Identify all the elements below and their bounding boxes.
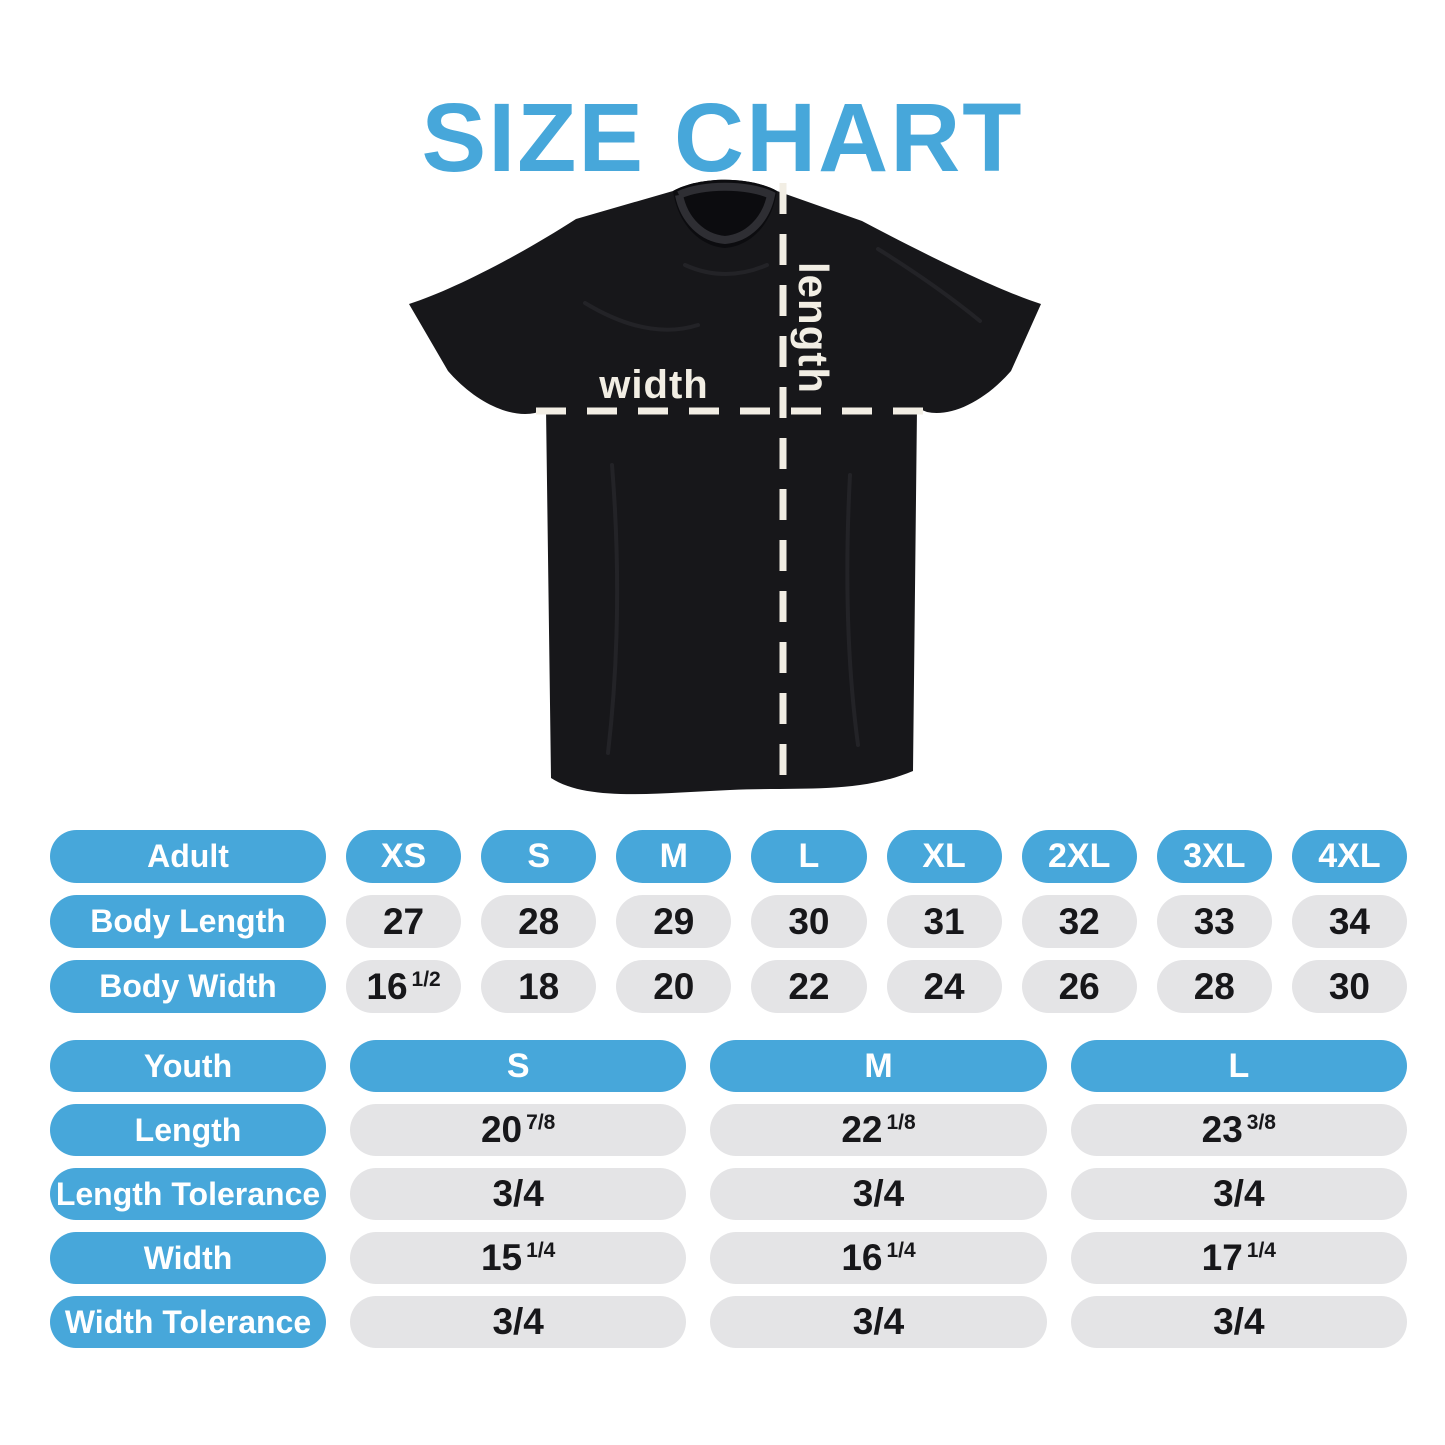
size-value-cell: 3/4	[350, 1168, 687, 1220]
value-main: 32	[1058, 900, 1100, 942]
value-main: 22	[788, 965, 830, 1007]
size-header-pill: XL	[886, 830, 1002, 883]
size-value-cell: 15 1/4	[350, 1232, 687, 1284]
value-fraction: 7/8	[526, 1111, 556, 1134]
size-header-pill: XS	[346, 830, 462, 883]
value-main: 33	[1193, 900, 1235, 942]
size-value-cell: 3/4	[1070, 1168, 1407, 1220]
value-main: 26	[1058, 965, 1100, 1007]
size-value-cell: 30	[751, 895, 867, 948]
size-value-cell: 34	[1291, 895, 1407, 948]
row-label-pill: Width	[50, 1232, 326, 1284]
value-main: 34	[1328, 900, 1371, 942]
value-fraction: 1/2	[411, 967, 441, 991]
fabric-fold	[876, 247, 982, 323]
value-fraction: 1/4	[1246, 1239, 1276, 1262]
collar-rib	[675, 182, 776, 245]
row-label-pill: Length Tolerance	[50, 1168, 326, 1220]
value-main: 29	[653, 900, 695, 942]
size-value-cell: 20 7/8	[350, 1104, 687, 1156]
value-main: 16	[366, 965, 408, 1007]
value-main: 28	[1193, 965, 1235, 1007]
size-value-cell: 27	[346, 895, 462, 948]
size-header-pill: L	[1070, 1040, 1407, 1092]
page-title: SIZE CHART	[421, 82, 1024, 192]
value-main: 16	[841, 1237, 883, 1278]
value-main: 15	[480, 1237, 523, 1278]
value-main: 27	[382, 900, 425, 942]
tshirt-diagram: width length	[409, 179, 1041, 795]
value-main: 22	[841, 1109, 883, 1150]
value-main: 3/4	[492, 1301, 544, 1342]
value-fraction: 1/8	[886, 1111, 916, 1134]
size-value-cell: 30	[1291, 960, 1407, 1013]
value-main: 31	[923, 900, 965, 942]
size-value-cell: 16 1/4	[710, 1232, 1047, 1284]
size-value-cell: 3/4	[350, 1296, 687, 1348]
size-value-cell: 16 1/2	[346, 960, 462, 1013]
size-header-pill: L	[751, 830, 867, 883]
row-label-pill: Length	[50, 1104, 326, 1156]
value-main: 17	[1201, 1237, 1243, 1278]
value-fraction: 1/4	[886, 1239, 916, 1262]
value-main: 3/4	[492, 1173, 544, 1214]
size-value-cell: 32	[1021, 895, 1137, 948]
size-header-pill: 2XL	[1021, 830, 1137, 883]
fabric-fold	[683, 263, 769, 276]
size-header-pill: 4XL	[1291, 830, 1407, 883]
adult-size-table: Adult XS S M L XL 2XL 3XL 4XL Body Lengt…	[50, 830, 1407, 1013]
table-corner-pill: Adult	[50, 830, 326, 883]
size-value-cell: 3/4	[710, 1296, 1047, 1348]
tshirt-silhouette	[409, 179, 1041, 795]
row-label-pill: Width Tolerance	[50, 1296, 326, 1348]
fabric-fold	[606, 463, 620, 755]
value-main: 23	[1201, 1109, 1243, 1150]
value-main: 24	[923, 965, 965, 1007]
size-value-cell: 29	[616, 895, 732, 948]
size-header-pill: 3XL	[1156, 830, 1272, 883]
value-main: 18	[518, 965, 560, 1007]
row-label-pill: Body Width	[50, 960, 326, 1013]
size-header-pill: S	[350, 1040, 687, 1092]
value-main: 20	[480, 1109, 523, 1150]
value-main: 30	[788, 900, 830, 942]
value-fraction: 3/8	[1246, 1111, 1276, 1134]
width-label: width	[598, 363, 708, 407]
fabric-fold	[583, 301, 700, 332]
value-main: 3/4	[1213, 1301, 1265, 1342]
value-main: 28	[518, 900, 560, 942]
size-value-cell: 28	[1156, 960, 1272, 1013]
size-value-cell: 31	[886, 895, 1002, 948]
size-value-cell: 22 1/8	[710, 1104, 1047, 1156]
fabric-fold	[845, 473, 860, 747]
length-label: length	[790, 262, 837, 394]
size-value-cell: 3/4	[1070, 1296, 1407, 1348]
size-value-cell: 18	[481, 960, 597, 1013]
size-value-cell: 24	[886, 960, 1002, 1013]
size-value-cell: 20	[616, 960, 732, 1013]
value-main: 3/4	[1213, 1173, 1265, 1214]
value-main: 3/4	[852, 1173, 905, 1214]
row-label-pill: Body Length	[50, 895, 326, 948]
value-main: 30	[1328, 965, 1371, 1007]
size-value-cell: 28	[481, 895, 597, 948]
youth-size-table: Youth S M L Length 20 7/8 22 1/8 23 3/8 Len…	[50, 1040, 1407, 1348]
size-value-cell: 33	[1156, 895, 1272, 948]
size-value-cell: 23 3/8	[1070, 1104, 1407, 1156]
size-value-cell: 17 1/4	[1070, 1232, 1407, 1284]
size-header-pill: S	[481, 830, 597, 883]
size-value-cell: 26	[1021, 960, 1137, 1013]
table-corner-pill: Youth	[50, 1040, 326, 1092]
size-header-pill: M	[616, 830, 732, 883]
size-value-cell: 3/4	[710, 1168, 1047, 1220]
size-header-pill: M	[710, 1040, 1047, 1092]
value-main: 3/4	[852, 1301, 905, 1342]
size-value-cell: 22	[751, 960, 867, 1013]
value-fraction: 1/4	[526, 1239, 556, 1262]
value-main: 20	[653, 965, 695, 1007]
